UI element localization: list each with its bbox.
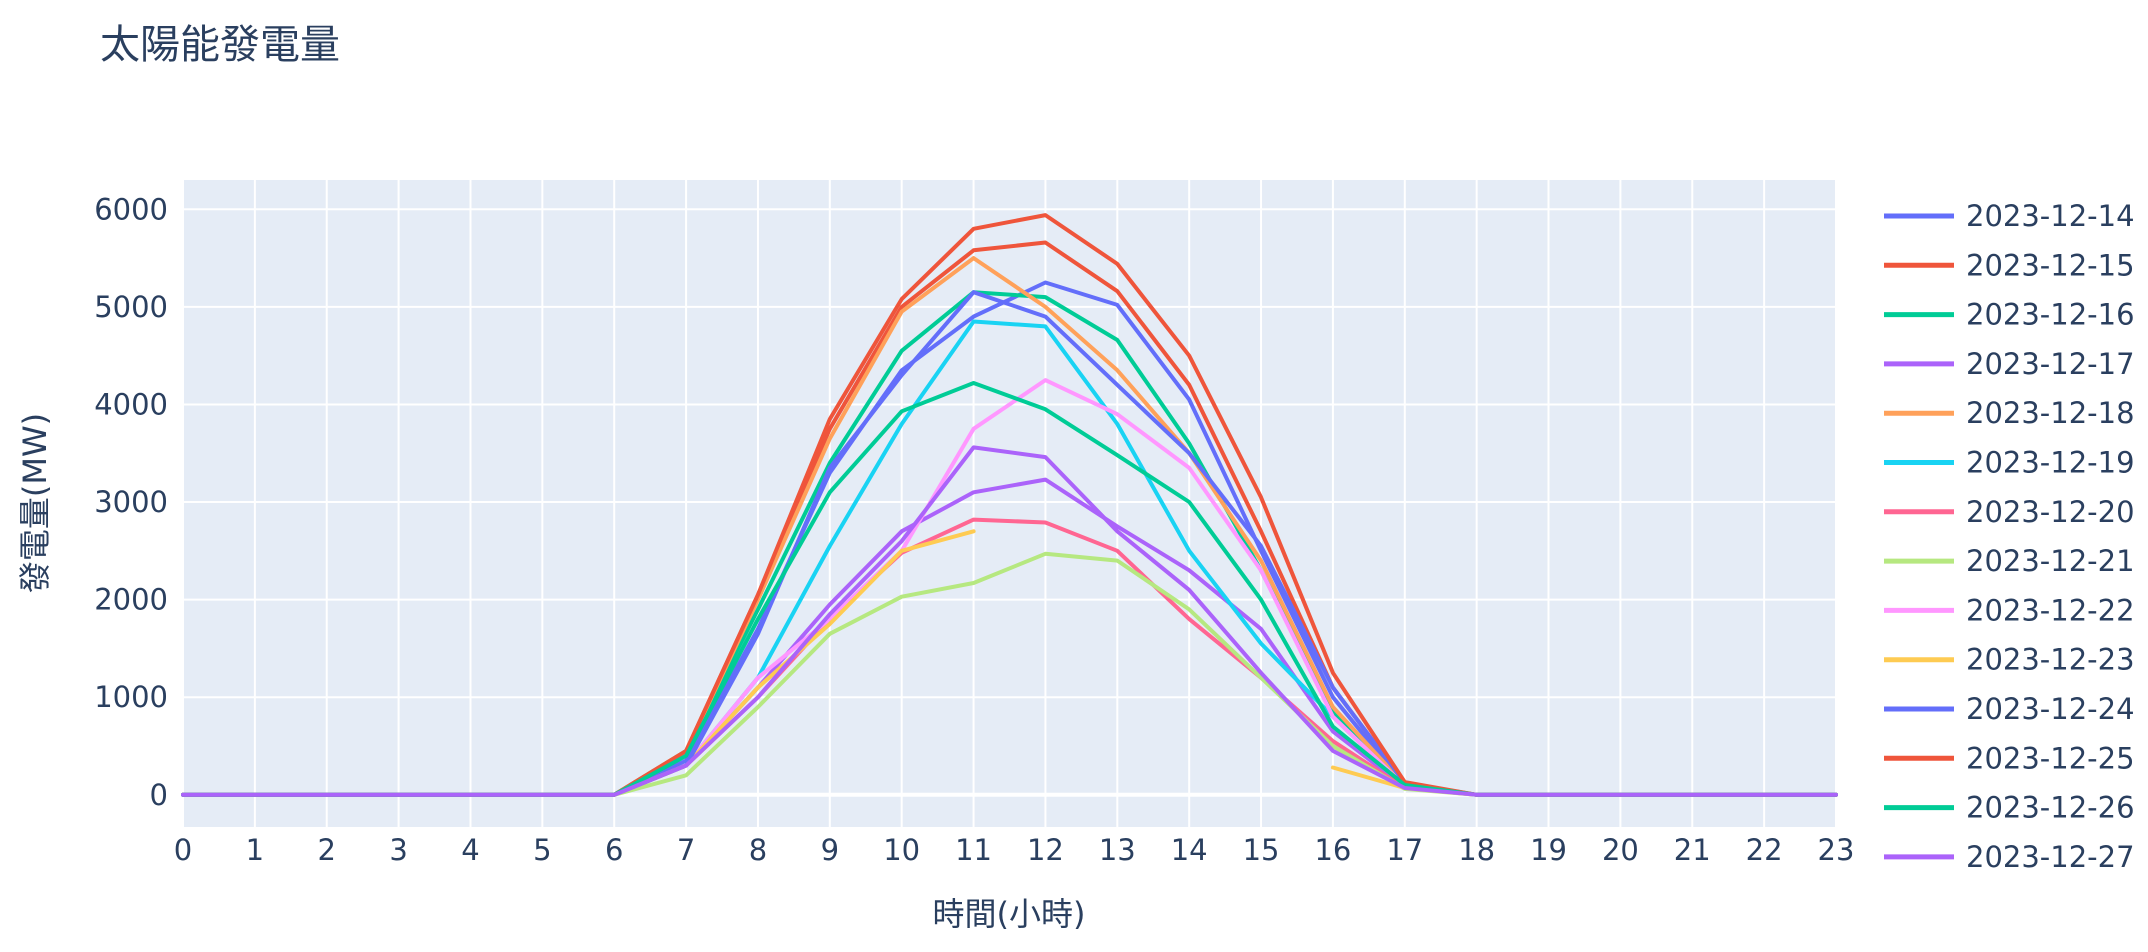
legend-item[interactable]: 2023-12-18 [1884,396,2135,430]
legend-item[interactable]: 2023-12-19 [1884,446,2135,480]
legend-item[interactable]: 2023-12-20 [1884,495,2135,529]
x-tick-label: 15 [1243,833,1280,867]
x-tick-label: 5 [533,833,551,867]
y-tick-label: 6000 [94,192,168,226]
legend-label: 2023-12-19 [1966,446,2135,480]
series-lines [181,213,1838,797]
legend-item[interactable]: 2023-12-15 [1884,248,2135,282]
x-tick-label: 10 [883,833,920,867]
x-tick-label: 20 [1602,833,1639,867]
x-tick-label: 14 [1171,833,1208,867]
x-tick-label: 13 [1099,833,1136,867]
x-tick-label: 18 [1458,833,1495,867]
legend-label: 2023-12-20 [1966,495,2135,529]
legend-item[interactable]: 2023-12-23 [1884,643,2135,677]
x-tick-label: 4 [461,833,479,867]
y-tick-label: 4000 [94,387,168,421]
legend-label: 2023-12-21 [1966,544,2135,578]
x-tick-label: 3 [389,833,407,867]
legend-item[interactable]: 2023-12-17 [1884,347,2135,381]
y-tick-label: 2000 [94,583,168,617]
legend-label: 2023-12-14 [1966,199,2135,233]
legend-label: 2023-12-25 [1966,741,2135,775]
legend: 2023-12-14 2023-12-15 2023-12-16 2023-12-17… [1884,199,2135,874]
x-tick-label: 9 [821,833,839,867]
x-tick-label: 0 [174,833,192,867]
legend-label: 2023-12-26 [1966,791,2135,825]
legend-item[interactable]: 2023-12-21 [1884,544,2135,578]
x-tick-label: 11 [955,833,992,867]
legend-label: 2023-12-17 [1966,347,2135,381]
x-tick-label: 19 [1530,833,1567,867]
x-tick-label: 8 [749,833,767,867]
legend-item[interactable]: 2023-12-26 [1884,791,2135,825]
legend-item[interactable]: 2023-12-16 [1884,298,2135,332]
x-tick-label: 23 [1818,833,1855,867]
legend-label: 2023-12-16 [1966,298,2135,332]
legend-label: 2023-12-24 [1966,692,2135,726]
y-tick-label: 5000 [94,290,168,324]
legend-label: 2023-12-23 [1966,643,2135,677]
x-tick-label: 16 [1314,833,1351,867]
y-tick-label: 3000 [94,485,168,519]
series-line-2023-12-27 [181,445,1838,797]
legend-item[interactable]: 2023-12-27 [1884,840,2135,874]
y-tick-labels: 0 1000 2000 3000 4000 5000 6000 [94,192,168,812]
legend-label: 2023-12-22 [1966,593,2135,627]
legend-item[interactable]: 2023-12-25 [1884,741,2135,775]
chart-title: 太陽能發電量 [100,22,340,68]
y-axis-title: 發電量(MW) [16,413,54,593]
x-tick-label: 17 [1386,833,1423,867]
legend-item[interactable]: 2023-12-22 [1884,593,2135,627]
x-tick-label: 1 [246,833,264,867]
x-tick-label: 12 [1027,833,1064,867]
x-tick-label: 22 [1746,833,1783,867]
x-gridlines [182,180,1837,827]
plot-area [183,180,1836,827]
x-axis-title: 時間(小時) [933,895,1086,933]
x-tick-label: 6 [605,833,623,867]
x-tick-label: 2 [318,833,336,867]
x-tick-label: 21 [1674,833,1711,867]
y-tick-label: 1000 [94,680,168,714]
legend-item[interactable]: 2023-12-24 [1884,692,2135,726]
legend-label: 2023-12-27 [1966,840,2135,874]
x-tick-labels: 0 1 2 3 4 5 6 7 8 9 10 11 12 13 14 15 16 17 18 19 20 21 22 23 [174,833,1855,867]
legend-item[interactable]: 2023-12-14 [1884,199,2135,233]
x-tick-label: 7 [677,833,695,867]
legend-label: 2023-12-18 [1966,396,2135,430]
y-tick-label: 0 [150,778,168,812]
legend-label: 2023-12-15 [1966,248,2135,282]
